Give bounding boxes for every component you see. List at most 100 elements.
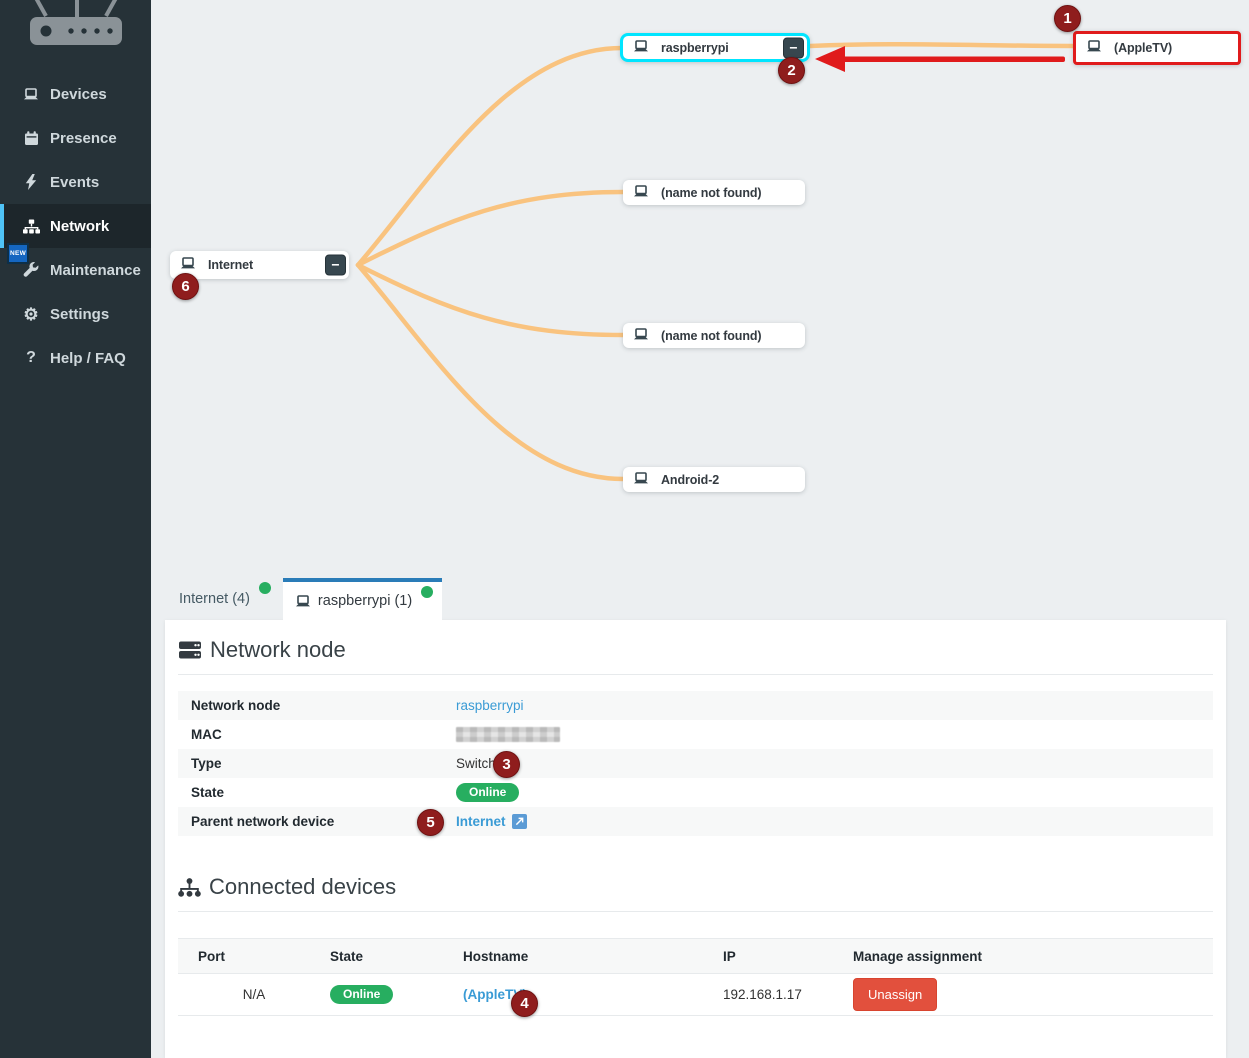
sidebar-item-help[interactable]: ? Help / FAQ xyxy=(0,336,151,380)
connected-devices-table: Port State Hostname IP Manage assignment… xyxy=(178,938,1213,1016)
annotation-badge-5: 5 xyxy=(417,809,444,836)
collapse-internet-button[interactable]: − xyxy=(325,254,346,276)
column-header-ip: IP xyxy=(723,948,736,964)
link-internet-unknown1 xyxy=(355,189,626,268)
port-value: N/A xyxy=(242,987,266,1002)
type-value: Switch xyxy=(456,756,496,771)
sidebar: Devices Presence Events Network xyxy=(0,0,151,1058)
row-label: State xyxy=(191,785,225,800)
sidebar-item-events[interactable]: Events xyxy=(0,160,151,204)
link-raspberrypi-appletv xyxy=(807,41,1076,49)
link-internet-unknown2 xyxy=(355,262,626,338)
annotation-badge-3: 3 xyxy=(493,751,520,778)
question-icon: ? xyxy=(26,349,36,366)
node-label: Android-2 xyxy=(661,472,720,487)
mac-redacted-value xyxy=(456,727,560,742)
laptop-icon xyxy=(22,87,40,101)
parent-device-link[interactable]: Internet xyxy=(456,814,506,829)
bolt-icon xyxy=(22,174,40,190)
node-label: Internet xyxy=(208,258,254,272)
detail-panel: Network node Network node raspberrypi MA… xyxy=(165,620,1226,1058)
laptop-icon xyxy=(295,594,311,608)
online-dot-icon xyxy=(421,586,434,598)
row-label: Type xyxy=(191,756,222,771)
table-row: MAC xyxy=(178,720,1213,749)
tab-raspberrypi[interactable]: raspberrypi (1) xyxy=(282,578,443,620)
column-header-hostname: Hostname xyxy=(463,948,529,964)
sidebar-item-label: Presence xyxy=(50,129,117,147)
annotation-badge-1: 1 xyxy=(1054,5,1081,32)
tab-label: Internet (4) xyxy=(179,591,250,607)
collapse-raspberrypi-button[interactable]: − xyxy=(783,37,804,58)
sidebar-item-label: Settings xyxy=(50,305,110,323)
router-logo-icon xyxy=(30,0,122,45)
sidebar-item-label: Maintenance xyxy=(50,261,141,279)
node-appletv[interactable]: (AppleTV) xyxy=(1073,31,1241,65)
table-row: Parent network device Internet xyxy=(178,807,1213,836)
laptop-icon xyxy=(1086,40,1102,56)
detail-tabs: Internet (4) raspberrypi (1) xyxy=(165,578,443,620)
link-internet-android2 xyxy=(355,262,626,482)
laptop-icon xyxy=(180,257,196,273)
node-name-not-found-1[interactable]: (name not found) xyxy=(623,180,805,205)
sidebar-item-settings[interactable]: ⚙ Settings xyxy=(0,292,151,336)
ip-value: 192.168.1.17 xyxy=(723,987,802,1002)
table-row: Type Switch xyxy=(178,749,1213,778)
gear-icon: ⚙ xyxy=(23,304,39,324)
connected-devices-section: Connected devices Port State Hostname IP… xyxy=(178,874,1213,1016)
sidebar-item-label: Events xyxy=(50,173,100,191)
column-header-port: Port xyxy=(198,948,225,964)
node-label: (AppleTV) xyxy=(1114,41,1173,55)
laptop-icon xyxy=(633,327,649,344)
table-row: Network node raspberrypi xyxy=(178,691,1213,720)
sidebar-item-label: Network xyxy=(50,217,110,235)
sidebar-item-network[interactable]: Network xyxy=(0,204,151,248)
tab-internet[interactable]: Internet (4) xyxy=(165,578,280,620)
network-node-table: Network node raspberrypi MAC Type Switch… xyxy=(178,691,1213,836)
hostname-link[interactable]: (AppleTV) xyxy=(463,987,527,1002)
unassign-button[interactable]: Unassign xyxy=(853,978,938,1011)
node-raspberrypi[interactable]: raspberrypi − xyxy=(620,33,810,62)
sitemap-icon xyxy=(22,219,40,234)
column-header-state: State xyxy=(330,948,364,964)
network-node-link[interactable]: raspberrypi xyxy=(456,698,524,713)
annotation-badge-2: 2 xyxy=(778,57,805,84)
connected-devices-title: Connected devices xyxy=(178,874,1213,900)
row-label: Parent network device xyxy=(191,814,335,829)
table-row: State Online xyxy=(178,778,1213,807)
node-android-2[interactable]: Android-2 xyxy=(623,467,805,492)
sidebar-item-presence[interactable]: Presence xyxy=(0,116,151,160)
node-label: raspberrypi xyxy=(661,40,729,55)
new-feature-badge: NEW xyxy=(7,243,29,264)
divider xyxy=(178,674,1213,675)
row-label: MAC xyxy=(191,727,222,742)
table-header-row: Port State Hostname IP Manage assignment xyxy=(178,938,1213,974)
network-node-section: Network node Network node raspberrypi MA… xyxy=(178,620,1213,836)
divider xyxy=(178,911,1213,912)
annotation-badge-4: 4 xyxy=(511,990,538,1017)
tab-label: raspberrypi (1) xyxy=(317,593,413,609)
sitemap-icon xyxy=(178,877,201,897)
laptop-icon xyxy=(633,184,649,201)
sidebar-item-devices[interactable]: Devices xyxy=(0,72,151,116)
sidebar-item-label: Devices xyxy=(50,85,107,103)
online-status-badge: Online xyxy=(456,782,520,803)
sidebar-item-label: Help / FAQ xyxy=(50,349,126,367)
wrench-icon xyxy=(22,262,40,278)
link-internet-raspberrypi xyxy=(355,45,625,268)
node-internet[interactable]: Internet − xyxy=(170,251,349,279)
online-dot-icon xyxy=(258,582,271,594)
node-label: (name not found) xyxy=(661,328,762,343)
laptop-icon xyxy=(633,471,649,488)
sidebar-nav: Devices Presence Events Network xyxy=(0,72,151,380)
node-name-not-found-2[interactable]: (name not found) xyxy=(623,323,805,348)
column-header-manage: Manage assignment xyxy=(853,948,983,964)
annotation-badge-6: 6 xyxy=(172,273,199,300)
node-label: (name not found) xyxy=(661,185,762,200)
external-link-icon[interactable] xyxy=(511,814,527,829)
calendar-icon xyxy=(22,130,40,146)
topology-connections xyxy=(355,41,1076,482)
sidebar-item-maintenance[interactable]: Maintenance xyxy=(0,248,151,292)
laptop-icon xyxy=(633,39,649,56)
